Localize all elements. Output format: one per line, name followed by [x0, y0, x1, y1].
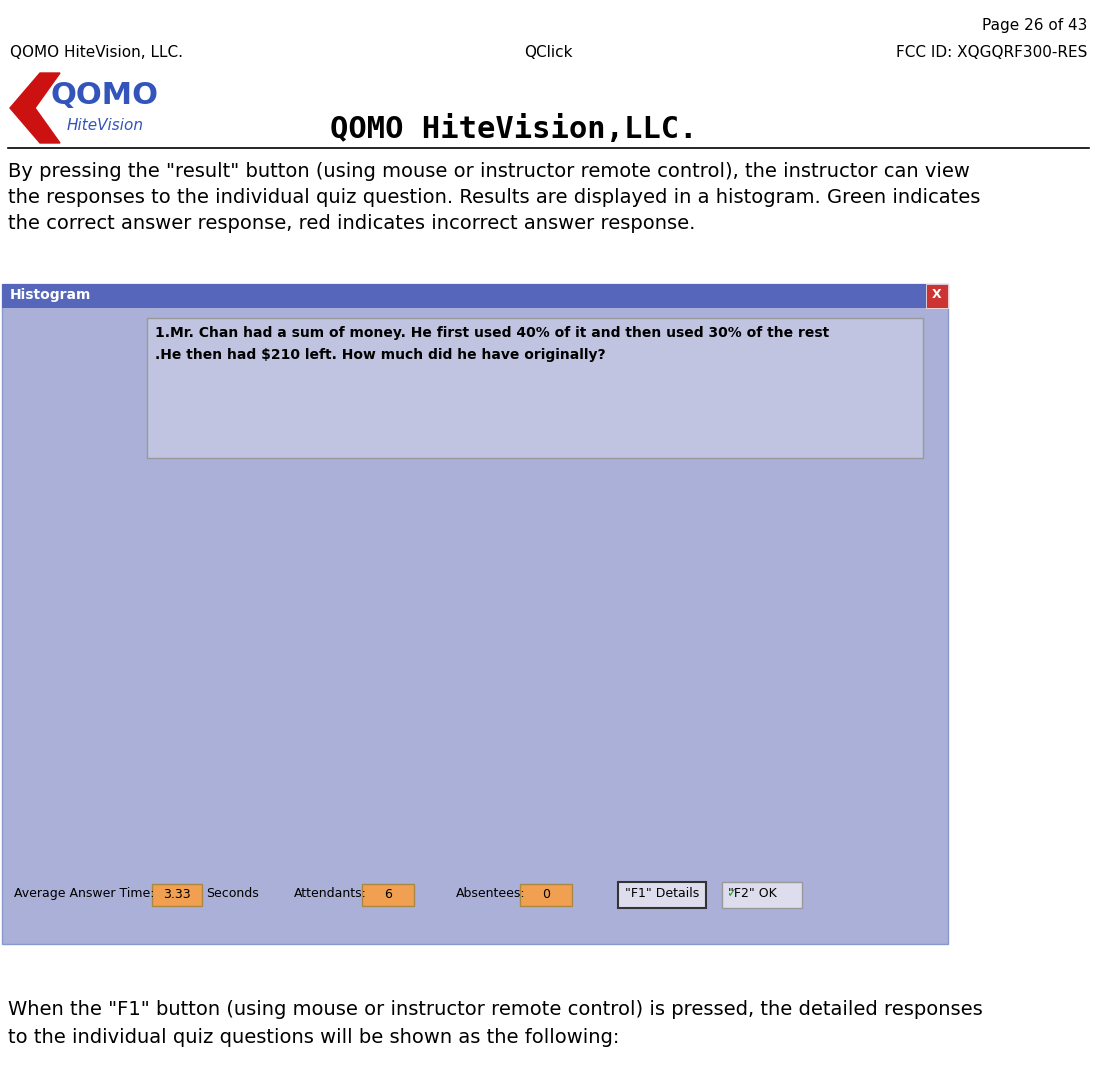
Bar: [191, 813, 285, 878]
Text: the responses to the individual quiz question. Results are displayed in a histog: the responses to the individual quiz que…: [8, 188, 981, 207]
Text: "F1" Details: "F1" Details: [625, 887, 699, 900]
Text: Seconds: Seconds: [206, 887, 259, 900]
Text: Histogram: Histogram: [10, 288, 91, 302]
Text: 16.67%: 16.67%: [214, 797, 262, 810]
Text: When the "F1" button (using mouse or instructor remote control) is pressed, the : When the "F1" button (using mouse or ins…: [8, 1000, 983, 1019]
Text: QOMO HiteVision, LLC.: QOMO HiteVision, LLC.: [10, 45, 183, 60]
Text: (2): (2): [501, 756, 519, 770]
Text: QOMO: QOMO: [50, 81, 159, 110]
Text: 3.33: 3.33: [163, 888, 191, 901]
Text: 1.Mr. Chan had a sum of money. He first used 40% of it and then used 30% of the : 1.Mr. Chan had a sum of money. He first …: [155, 326, 829, 340]
Text: Attendants:: Attendants:: [294, 887, 366, 900]
Text: 0: 0: [542, 888, 550, 901]
Text: By pressing the "result" button (using mouse or instructor remote control), the : By pressing the "result" button (using m…: [8, 162, 970, 181]
Bar: [463, 748, 557, 878]
Bar: [734, 683, 829, 878]
Text: (3): (3): [773, 691, 791, 705]
Text: (1): (1): [229, 822, 247, 836]
Text: 6: 6: [384, 888, 392, 901]
Text: X: X: [932, 288, 942, 301]
Text: ✓: ✓: [726, 887, 736, 900]
Text: QClick: QClick: [524, 45, 573, 60]
Text: Average Answer Time:: Average Answer Time:: [14, 887, 155, 900]
Text: 50.00%: 50.00%: [758, 667, 806, 679]
Text: QOMO HiteVision,LLC.: QOMO HiteVision,LLC.: [330, 114, 698, 144]
Polygon shape: [10, 73, 60, 143]
Text: 33.33%: 33.33%: [486, 732, 534, 745]
Text: .He then had $210 left. How much did he have originally?: .He then had $210 left. How much did he …: [155, 348, 606, 362]
Text: HiteVision: HiteVision: [67, 119, 144, 134]
Text: "F2" OK: "F2" OK: [727, 887, 777, 900]
Text: Page 26 of 43: Page 26 of 43: [982, 18, 1087, 33]
Text: to the individual quiz questions will be shown as the following:: to the individual quiz questions will be…: [8, 1028, 620, 1048]
Text: Absentees:: Absentees:: [456, 887, 525, 900]
Text: the correct answer response, red indicates incorrect answer response.: the correct answer response, red indicat…: [8, 214, 695, 233]
Text: FCC ID: XQGQRF300-RES: FCC ID: XQGQRF300-RES: [895, 45, 1087, 60]
